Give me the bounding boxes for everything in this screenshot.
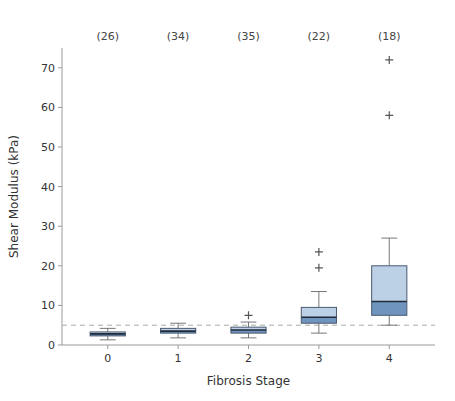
- flier: [315, 264, 323, 272]
- median: [301, 316, 336, 318]
- whisker-high: [107, 328, 108, 332]
- y-axis: [62, 48, 63, 345]
- whisker-high: [178, 323, 179, 328]
- y-axis-label: Shear Modulus (kPa): [7, 135, 21, 258]
- box-lower: [301, 317, 336, 323]
- y-tick-label: 40: [41, 181, 55, 194]
- annotation: (18): [378, 30, 401, 43]
- whisker-cap-low: [100, 339, 116, 340]
- annotation: (22): [308, 30, 331, 43]
- whisker-cap-high: [170, 323, 186, 324]
- flier: [385, 111, 393, 119]
- y-tick: [58, 345, 62, 346]
- whisker-cap-low: [170, 337, 186, 338]
- y-tick: [58, 265, 62, 266]
- median: [90, 333, 125, 335]
- x-tick-label: 1: [175, 352, 182, 365]
- y-tick: [58, 67, 62, 68]
- whisker-cap-high: [311, 291, 327, 292]
- x-tick-label: 3: [315, 352, 322, 365]
- annotation: (35): [237, 30, 260, 43]
- x-tick: [248, 345, 249, 349]
- box: [161, 328, 196, 333]
- y-tick: [58, 226, 62, 227]
- plot-area: [62, 56, 435, 340]
- flier: [385, 56, 393, 64]
- annotation: (26): [96, 30, 119, 43]
- whisker-high: [389, 238, 390, 266]
- whisker-low: [178, 333, 179, 338]
- box-upper: [301, 307, 336, 317]
- box: [231, 327, 266, 333]
- median: [372, 301, 407, 303]
- x-tick-label: 0: [104, 352, 111, 365]
- x-tick: [389, 345, 390, 349]
- whisker-low: [389, 315, 390, 325]
- flier: [315, 248, 323, 256]
- whisker-cap-low: [381, 325, 397, 326]
- x-tick-label: 4: [386, 352, 393, 365]
- whisker-cap-high: [381, 238, 397, 239]
- x-axis-label: Fibrosis Stage: [207, 374, 290, 388]
- box: [372, 266, 407, 316]
- box: [301, 307, 336, 323]
- box-upper: [372, 266, 407, 302]
- x-tick: [107, 345, 108, 349]
- y-tick-label: 0: [48, 339, 55, 352]
- box-lower: [372, 301, 407, 315]
- y-tick: [58, 107, 62, 108]
- y-tick: [58, 147, 62, 148]
- y-tick: [58, 305, 62, 306]
- x-tick-label: 2: [245, 352, 252, 365]
- y-tick-label: 60: [41, 101, 55, 114]
- whisker-high: [248, 322, 249, 327]
- whisker-low: [107, 336, 108, 340]
- y-tick-label: 10: [41, 299, 55, 312]
- median: [231, 329, 266, 331]
- y-tick-label: 50: [41, 141, 55, 154]
- flier: [245, 311, 253, 319]
- y-tick-label: 20: [41, 260, 55, 273]
- whisker-cap-low: [241, 337, 257, 338]
- median: [161, 330, 196, 332]
- whisker-low: [248, 333, 249, 338]
- whisker-cap-low: [311, 333, 327, 334]
- chart: 0 10 20 30 40 50 60 70 0 1 2 3 4 Fibrosis Stage Shear …: [0, 0, 455, 401]
- whisker-cap-high: [241, 322, 257, 323]
- box: [90, 332, 125, 336]
- annotation: (34): [167, 30, 190, 43]
- y-tick-label: 30: [41, 220, 55, 233]
- x-tick: [318, 345, 319, 349]
- x-tick: [178, 345, 179, 349]
- y-tick-label: 70: [41, 62, 55, 75]
- y-tick: [58, 186, 62, 187]
- whisker-cap-high: [100, 328, 116, 329]
- whisker-high: [318, 292, 319, 308]
- whisker-low: [318, 323, 319, 333]
